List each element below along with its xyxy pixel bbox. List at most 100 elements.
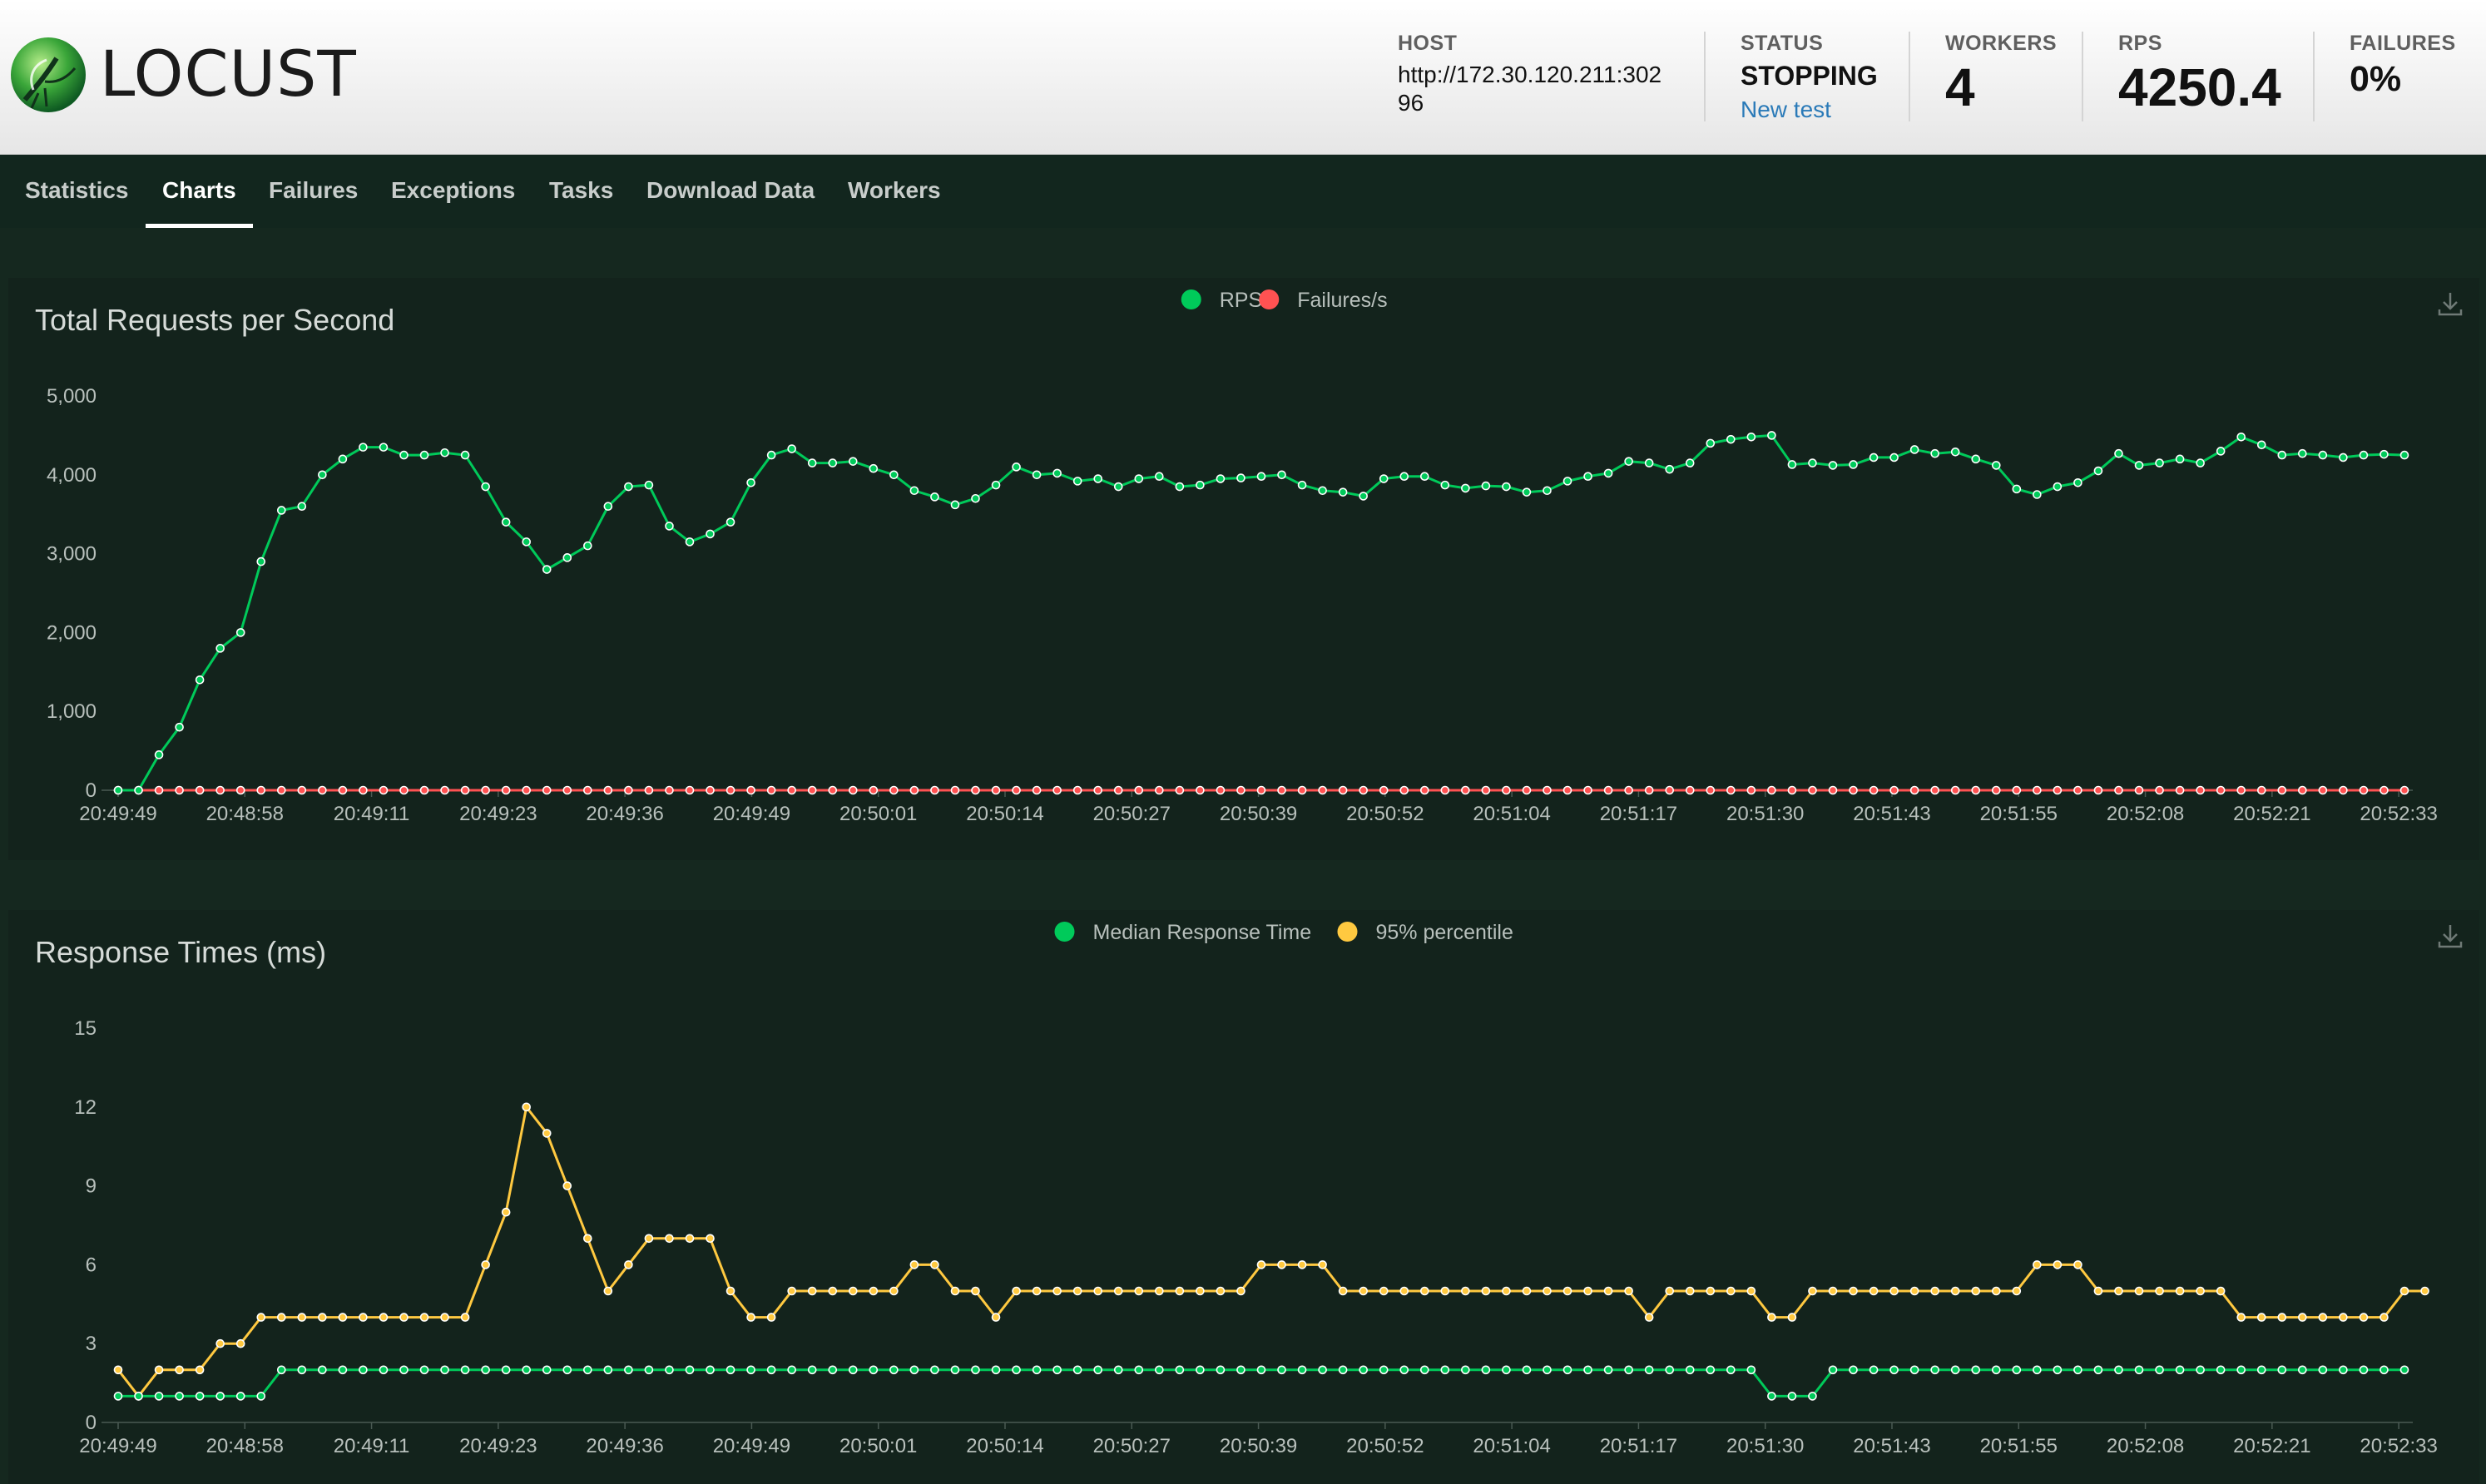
- data-point[interactable]: [1583, 785, 1592, 795]
- data-point[interactable]: [2175, 1286, 2185, 1296]
- data-point[interactable]: [1787, 460, 1797, 469]
- data-point[interactable]: [2380, 1313, 2389, 1322]
- data-point[interactable]: [2380, 785, 2389, 795]
- data-point[interactable]: [522, 537, 532, 547]
- data-point[interactable]: [297, 1313, 307, 1322]
- data-point[interactable]: [787, 444, 796, 453]
- data-point[interactable]: [807, 1286, 817, 1296]
- data-point[interactable]: [440, 785, 449, 795]
- legend-label[interactable]: Failures/s: [1297, 289, 1387, 312]
- data-point[interactable]: [2318, 450, 2328, 460]
- data-point[interactable]: [1012, 785, 1021, 795]
- data-point[interactable]: [1052, 785, 1062, 795]
- data-point[interactable]: [1583, 472, 1592, 481]
- data-point[interactable]: [2053, 785, 2063, 795]
- data-point[interactable]: [1706, 785, 1716, 795]
- data-point[interactable]: [1134, 1365, 1144, 1375]
- data-point[interactable]: [1828, 1286, 1838, 1296]
- data-point[interactable]: [1216, 1365, 1226, 1375]
- data-point[interactable]: [542, 565, 552, 574]
- data-point[interactable]: [2196, 1365, 2205, 1375]
- data-point[interactable]: [1930, 785, 1939, 795]
- data-point[interactable]: [991, 785, 1001, 795]
- data-point[interactable]: [481, 785, 490, 795]
- data-point[interactable]: [1196, 1365, 1205, 1375]
- data-point[interactable]: [2073, 477, 2082, 487]
- data-point[interactable]: [1052, 1286, 1062, 1296]
- tab-workers[interactable]: Workers: [848, 177, 941, 203]
- data-point[interactable]: [2073, 1260, 2082, 1269]
- data-point[interactable]: [1726, 434, 1736, 444]
- data-point[interactable]: [1113, 1365, 1123, 1375]
- data-point[interactable]: [379, 1313, 389, 1322]
- data-point[interactable]: [215, 644, 225, 653]
- data-point[interactable]: [1522, 1365, 1532, 1375]
- data-point[interactable]: [1502, 482, 1511, 492]
- data-point[interactable]: [1216, 1286, 1226, 1296]
- data-point[interactable]: [399, 1313, 409, 1322]
- data-point[interactable]: [1461, 483, 1470, 493]
- data-point[interactable]: [685, 785, 695, 795]
- data-point[interactable]: [2298, 1365, 2307, 1375]
- data-point[interactable]: [235, 1392, 245, 1401]
- data-point[interactable]: [1318, 1260, 1327, 1269]
- data-point[interactable]: [2277, 450, 2287, 460]
- data-point[interactable]: [1685, 1286, 1695, 1296]
- data-point[interactable]: [1889, 453, 1899, 463]
- data-point[interactable]: [1359, 1286, 1368, 1296]
- data-point[interactable]: [1869, 785, 1879, 795]
- data-point[interactable]: [1624, 785, 1633, 795]
- data-point[interactable]: [787, 1365, 796, 1375]
- data-point[interactable]: [1419, 1286, 1429, 1296]
- data-point[interactable]: [1440, 1365, 1450, 1375]
- data-point[interactable]: [991, 1365, 1001, 1375]
- data-point[interactable]: [766, 1313, 776, 1322]
- data-point[interactable]: [338, 454, 348, 464]
- data-point[interactable]: [2256, 1365, 2266, 1375]
- data-point[interactable]: [481, 1365, 490, 1375]
- data-point[interactable]: [481, 1260, 490, 1269]
- data-point[interactable]: [215, 1392, 225, 1401]
- data-point[interactable]: [2033, 490, 2042, 499]
- data-point[interactable]: [1644, 1365, 1654, 1375]
- data-point[interactable]: [1971, 1286, 1981, 1296]
- data-point[interactable]: [2134, 1365, 2144, 1375]
- data-point[interactable]: [359, 785, 368, 795]
- data-point[interactable]: [1808, 1286, 1817, 1296]
- data-point[interactable]: [1134, 474, 1144, 483]
- data-point[interactable]: [1889, 1286, 1899, 1296]
- data-point[interactable]: [1950, 1286, 1960, 1296]
- data-point[interactable]: [1093, 1286, 1103, 1296]
- data-point[interactable]: [562, 553, 572, 562]
- data-point[interactable]: [1685, 785, 1695, 795]
- data-point[interactable]: [440, 448, 449, 458]
- data-point[interactable]: [2339, 1365, 2348, 1375]
- data-point[interactable]: [2093, 1286, 2103, 1296]
- data-point[interactable]: [195, 675, 205, 685]
- data-point[interactable]: [2318, 1365, 2328, 1375]
- data-point[interactable]: [1909, 445, 1919, 454]
- data-point[interactable]: [2114, 1365, 2123, 1375]
- data-point[interactable]: [1746, 1365, 1756, 1375]
- data-point[interactable]: [113, 1392, 123, 1401]
- data-point[interactable]: [175, 1365, 184, 1375]
- data-point[interactable]: [1808, 785, 1817, 795]
- data-point[interactable]: [848, 457, 858, 466]
- data-point[interactable]: [1236, 1365, 1245, 1375]
- tab-statistics[interactable]: Statistics: [25, 177, 129, 203]
- data-point[interactable]: [1930, 448, 1939, 458]
- data-point[interactable]: [1093, 1365, 1103, 1375]
- legend-marker[interactable]: [1181, 289, 1201, 309]
- data-point[interactable]: [1072, 785, 1082, 795]
- data-point[interactable]: [1256, 1365, 1266, 1375]
- data-point[interactable]: [1277, 1365, 1286, 1375]
- data-point[interactable]: [1338, 487, 1348, 497]
- data-point[interactable]: [2298, 448, 2307, 458]
- data-point[interactable]: [318, 1313, 327, 1322]
- data-point[interactable]: [2399, 450, 2409, 460]
- data-point[interactable]: [1318, 785, 1327, 795]
- data-point[interactable]: [338, 1365, 348, 1375]
- data-point[interactable]: [869, 463, 879, 473]
- data-point[interactable]: [1543, 1286, 1552, 1296]
- data-point[interactable]: [828, 1365, 838, 1375]
